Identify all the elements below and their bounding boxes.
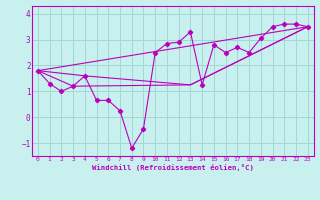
X-axis label: Windchill (Refroidissement éolien,°C): Windchill (Refroidissement éolien,°C) (92, 164, 254, 171)
